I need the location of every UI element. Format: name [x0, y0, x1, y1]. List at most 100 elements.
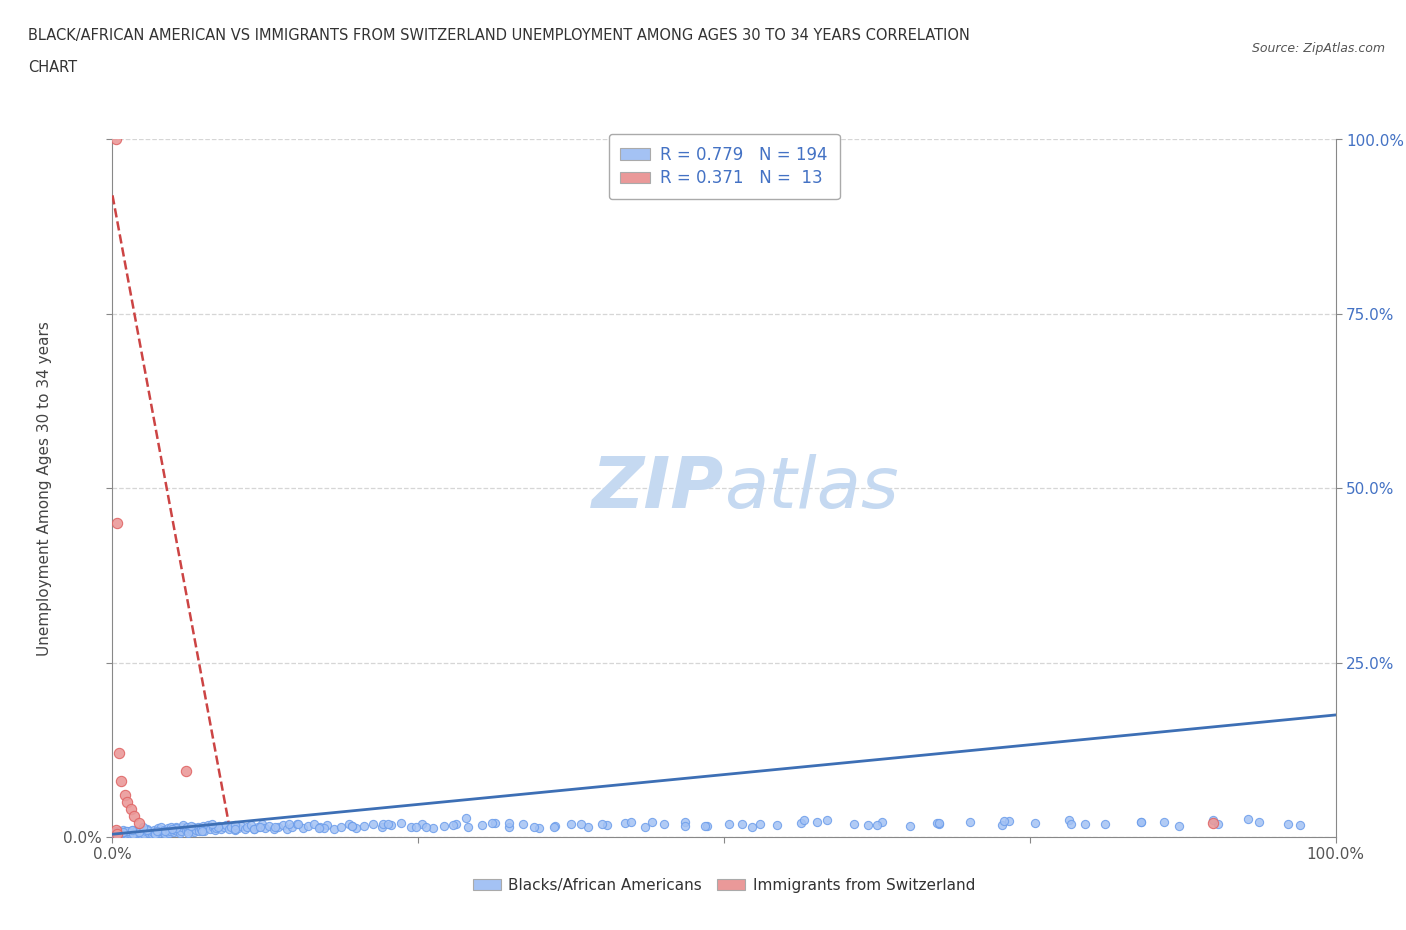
Point [187, 819, 209, 834]
Point [263, 822, 285, 837]
Point [177, 826, 200, 841]
Point [866, 817, 889, 832]
Point [292, 820, 315, 835]
Point [228, 820, 250, 835]
Point [925, 816, 948, 830]
Point [157, 826, 180, 841]
Point [107, 828, 129, 843]
Point [765, 817, 787, 832]
Point [193, 823, 215, 838]
Text: CHART: CHART [28, 60, 77, 75]
Point [219, 819, 242, 834]
Point [560, 817, 582, 831]
Point [806, 815, 828, 830]
Point [155, 824, 177, 839]
Point [122, 827, 145, 842]
Point [380, 817, 402, 832]
Point [287, 817, 309, 832]
Point [249, 819, 271, 834]
Point [105, 515, 128, 530]
Point [215, 817, 238, 832]
Point [107, 746, 129, 761]
Point [200, 817, 222, 831]
Point [124, 809, 146, 824]
Point [132, 819, 155, 834]
Point [105, 827, 128, 842]
Point [156, 820, 179, 835]
Point [218, 821, 240, 836]
Point [121, 823, 143, 838]
Point [344, 820, 367, 835]
Point [415, 820, 437, 835]
Point [115, 828, 138, 843]
Point [163, 825, 186, 840]
Point [1024, 816, 1046, 830]
Point [145, 824, 167, 839]
Point [153, 823, 176, 838]
Point [411, 817, 433, 832]
Point [129, 827, 152, 842]
Point [163, 823, 186, 838]
Point [1236, 811, 1258, 827]
Point [115, 824, 138, 839]
Point [793, 813, 815, 828]
Point [342, 818, 364, 833]
Point [111, 825, 134, 840]
Point [153, 824, 176, 839]
Point [1202, 813, 1225, 828]
Point [208, 818, 231, 833]
Point [224, 817, 246, 832]
Point [204, 823, 226, 838]
Point [717, 817, 740, 831]
Point [110, 774, 132, 789]
Point [143, 826, 166, 841]
Point [118, 823, 141, 838]
Point [1074, 817, 1097, 832]
Point [309, 820, 332, 835]
Point [271, 817, 294, 832]
Point [370, 820, 392, 835]
Point [191, 823, 214, 838]
Point [790, 816, 813, 830]
Point [266, 820, 288, 835]
Point [181, 820, 204, 835]
Point [205, 820, 228, 835]
Point [229, 818, 252, 833]
Point [337, 817, 360, 832]
Point [543, 819, 565, 834]
Point [277, 817, 299, 832]
Legend: Blacks/African Americans, Immigrants from Switzerland: Blacks/African Americans, Immigrants fro… [467, 872, 981, 899]
Point [143, 826, 166, 841]
Point [128, 816, 150, 830]
Point [105, 824, 128, 839]
Point [153, 826, 176, 841]
Point [236, 820, 259, 835]
Point [122, 823, 145, 838]
Point [200, 821, 222, 836]
Point [741, 820, 763, 835]
Point [512, 817, 534, 832]
Point [673, 818, 696, 833]
Point [748, 817, 770, 831]
Point [315, 817, 337, 832]
Point [166, 824, 188, 839]
Point [184, 823, 207, 838]
Point [121, 825, 143, 840]
Point [224, 823, 246, 838]
Point [150, 820, 173, 835]
Point [1289, 817, 1312, 832]
Point [353, 818, 375, 833]
Point [1277, 817, 1299, 831]
Point [135, 823, 157, 838]
Point [898, 818, 921, 833]
Point [405, 820, 427, 835]
Point [264, 819, 287, 834]
Point [569, 817, 592, 832]
Point [444, 817, 467, 831]
Point [201, 819, 224, 834]
Point [172, 820, 194, 835]
Point [815, 812, 838, 827]
Point [1206, 817, 1229, 831]
Point [484, 816, 506, 830]
Point [696, 818, 718, 833]
